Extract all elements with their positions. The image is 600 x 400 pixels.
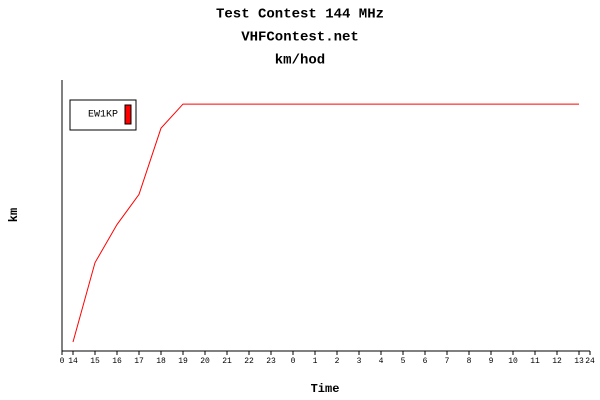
chart-subtitle: km/hod <box>275 53 325 69</box>
x-tick-label: 4 <box>379 357 384 366</box>
x-tick-label: 10 <box>508 357 518 366</box>
x-tick-label: 2 <box>335 357 340 366</box>
y-axis-label: km <box>7 208 21 222</box>
x-tick-label: 18 <box>156 357 166 366</box>
legend-label: EW1KP <box>88 110 118 121</box>
x-tick-label: 20 <box>200 357 210 366</box>
x-tick-label: 3 <box>357 357 362 366</box>
x-tick-label: 5 <box>401 357 406 366</box>
x-tick-label: 19 <box>178 357 188 366</box>
x-tick-label: 1 <box>313 357 318 366</box>
x-tick-label: 9 <box>489 357 494 366</box>
data-line <box>72 103 579 343</box>
x-axis-label: Time <box>311 382 340 396</box>
x-tick-label: 23 <box>266 357 276 366</box>
x-tick-label: 24 <box>585 357 595 366</box>
x-tick-label: 16 <box>112 357 122 366</box>
x-tick-label: 21 <box>222 357 232 366</box>
chart-subtitle: VHFContest.net <box>241 30 359 46</box>
x-tick-label: 22 <box>244 357 254 366</box>
x-tick-label: 17 <box>134 357 144 366</box>
legend-swatch <box>124 104 132 125</box>
x-tick-label: 15 <box>90 357 100 366</box>
x-tick-label: 6 <box>423 357 428 366</box>
x-tick-label: 11 <box>530 357 540 366</box>
chart-title: Test Contest 144 MHz <box>216 7 384 23</box>
x-tick-label: 0 <box>291 357 296 366</box>
x-tick-label: 13 <box>574 357 584 366</box>
x-tick-label: 0 <box>60 357 65 366</box>
x-tick-label: 12 <box>552 357 562 366</box>
x-tick-label: 8 <box>467 357 472 366</box>
x-tick-label: 7 <box>445 357 450 366</box>
x-tick-label: 14 <box>68 357 78 366</box>
